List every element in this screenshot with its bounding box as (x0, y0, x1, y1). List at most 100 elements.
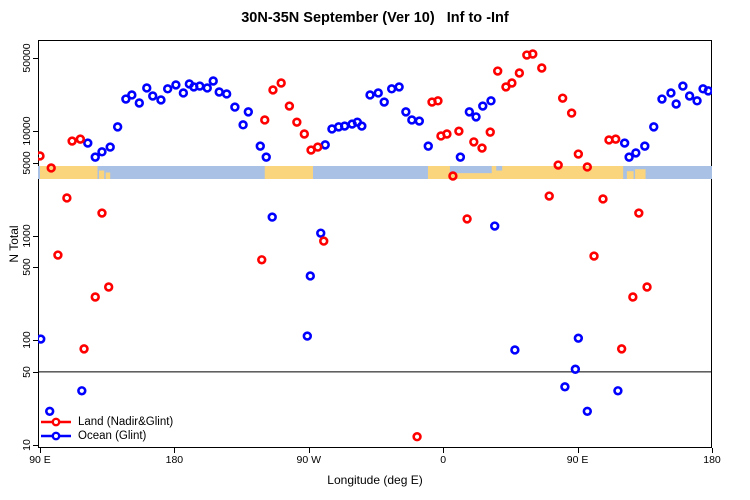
y-tick-label: 5000 (21, 151, 33, 175)
data-point (208, 76, 218, 86)
y-tick (33, 162, 38, 164)
data-point (703, 86, 712, 96)
data-point (454, 126, 464, 136)
data-point (407, 115, 417, 125)
data-point (97, 147, 107, 157)
x-tick-label: 90 E (29, 454, 51, 466)
y-tick-label: 1000 (21, 224, 33, 248)
x-tick-label: 180 (703, 454, 721, 466)
data-point (320, 140, 330, 150)
data-point (257, 255, 267, 265)
data-point (560, 382, 570, 392)
data-point (464, 107, 475, 117)
legend-marker-icon (41, 431, 71, 441)
data-point (299, 129, 310, 139)
data-point (53, 250, 63, 260)
data-point (493, 66, 503, 76)
data-point (469, 137, 479, 147)
y-tick (33, 371, 38, 373)
data-point (38, 334, 46, 344)
data-point (357, 121, 367, 131)
data-point (634, 208, 644, 218)
data-point (276, 78, 286, 88)
data-point (490, 221, 500, 231)
data-point (616, 344, 627, 354)
data-point (97, 208, 107, 218)
data-point (121, 94, 131, 104)
data-point (412, 432, 422, 442)
x-tick-label: 90 W (296, 454, 322, 466)
data-point (401, 107, 411, 117)
data-point (373, 88, 383, 98)
y-tick-label: 10000 (21, 116, 33, 146)
band-segment-land (105, 172, 111, 179)
x-tick (174, 448, 176, 453)
data-point (365, 90, 375, 100)
data-point (394, 82, 404, 92)
data-point (640, 141, 650, 151)
data-point (514, 68, 525, 78)
data-point (339, 121, 350, 131)
data-point (442, 129, 452, 139)
data-point (313, 142, 323, 152)
data-point (127, 90, 137, 100)
data-point (649, 122, 659, 132)
data-point (414, 116, 425, 126)
data-point (195, 81, 205, 91)
y-tick (33, 267, 38, 269)
data-point (77, 386, 87, 396)
data-point (486, 96, 496, 106)
data-point (619, 138, 630, 148)
data-point (134, 98, 145, 108)
data-point (692, 96, 702, 106)
y-tick (33, 235, 38, 237)
plot-box (38, 40, 712, 448)
plot-area (38, 49, 712, 442)
data-point (433, 96, 443, 106)
data-point (142, 83, 152, 93)
data-point (148, 91, 158, 101)
data-point (62, 193, 72, 203)
y-tick-label: 500 (21, 258, 33, 277)
data-point (221, 89, 232, 99)
data-point (613, 386, 623, 396)
data-point (510, 345, 520, 355)
data-point (557, 93, 568, 103)
data-point (243, 107, 254, 117)
data-point (292, 117, 302, 127)
legend: Land (Nadir&Glint) Ocean (Glint) (40, 415, 173, 443)
data-point (156, 95, 166, 105)
data-point (67, 136, 77, 146)
data-point (610, 134, 621, 144)
data-point (624, 152, 634, 162)
data-point (537, 63, 547, 73)
data-point (83, 138, 93, 148)
data-point (90, 292, 100, 302)
data-point (305, 271, 315, 281)
data-point (553, 160, 563, 170)
data-point (379, 97, 389, 107)
band-segment-land (626, 171, 634, 179)
data-point (573, 149, 584, 159)
data-point (507, 78, 517, 88)
data-point (103, 282, 114, 292)
data-point (302, 331, 313, 341)
data-point (477, 143, 487, 153)
y-axis-label: N Total (7, 225, 21, 263)
y-tick-label: 10 (21, 439, 33, 451)
band-segment-land (635, 169, 646, 179)
legend-row: Ocean (Glint) (40, 429, 173, 443)
data-point (75, 134, 86, 144)
data-point (316, 228, 326, 238)
x-axis-label: Longitude (deg E) (327, 473, 423, 487)
data-point (202, 83, 212, 93)
data-point (178, 88, 189, 98)
legend-label: Land (Nadir&Glint) (78, 416, 174, 428)
x-tick-label: 0 (440, 454, 447, 466)
data-point (448, 171, 458, 181)
band-segment-land (98, 170, 105, 179)
data-point (544, 191, 554, 201)
legend-label: Ocean (Glint) (78, 430, 147, 442)
data-point (105, 142, 115, 152)
data-point (478, 101, 488, 111)
